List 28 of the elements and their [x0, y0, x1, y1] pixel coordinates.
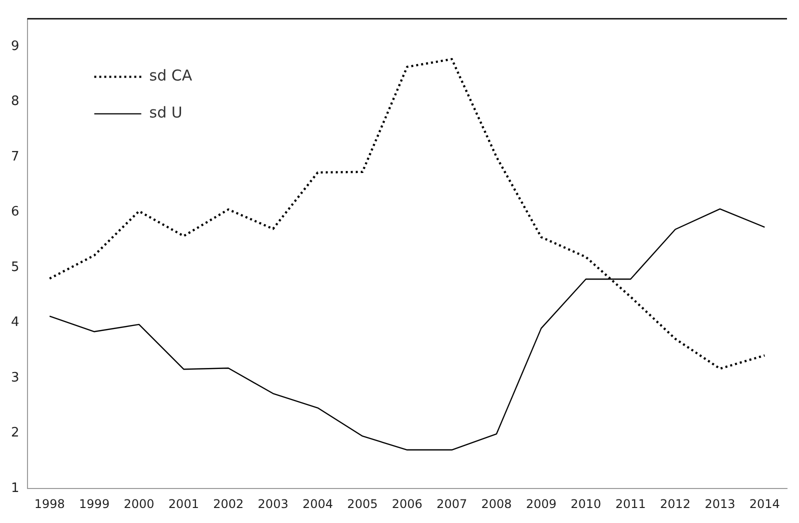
x-tick-label: 2006 — [392, 496, 422, 511]
x-tick-label: 2002 — [213, 496, 244, 511]
x-tick-label: 2001 — [168, 496, 199, 511]
x-tick-label: 2005 — [347, 496, 378, 511]
y-tick-label: 9 — [10, 38, 20, 54]
legend-label: sd CA — [149, 66, 193, 85]
x-tick-label: 2004 — [302, 496, 334, 511]
y-tick-label: 5 — [10, 260, 20, 275]
x-tick-label: 2007 — [436, 496, 468, 511]
y-tick-label: 3 — [10, 370, 20, 386]
x-tick-label: 1998 — [34, 496, 65, 511]
y-tick-label: 2 — [10, 426, 20, 441]
y-tick-label: 7 — [10, 149, 20, 164]
y-tick-label: 1 — [10, 480, 20, 496]
y-tick-label: 6 — [10, 204, 20, 220]
x-tick-label: 2013 — [704, 496, 736, 511]
x-tick-label: 2011 — [615, 496, 646, 511]
x-tick-label: 2008 — [481, 496, 512, 511]
y-tick-label: 8 — [10, 94, 20, 110]
x-tick-label: 2003 — [258, 496, 288, 511]
x-tick-label: 2010 — [570, 496, 602, 511]
legend-label: sd U — [149, 104, 182, 122]
x-tick-label: 2014 — [749, 496, 780, 511]
x-tick-label: 2009 — [526, 496, 556, 511]
x-tick-label: 1999 — [79, 496, 110, 511]
x-tick-label: 2012 — [660, 496, 691, 511]
x-tick-label: 2000 — [124, 496, 154, 511]
y-tick-label: 4 — [10, 315, 20, 330]
